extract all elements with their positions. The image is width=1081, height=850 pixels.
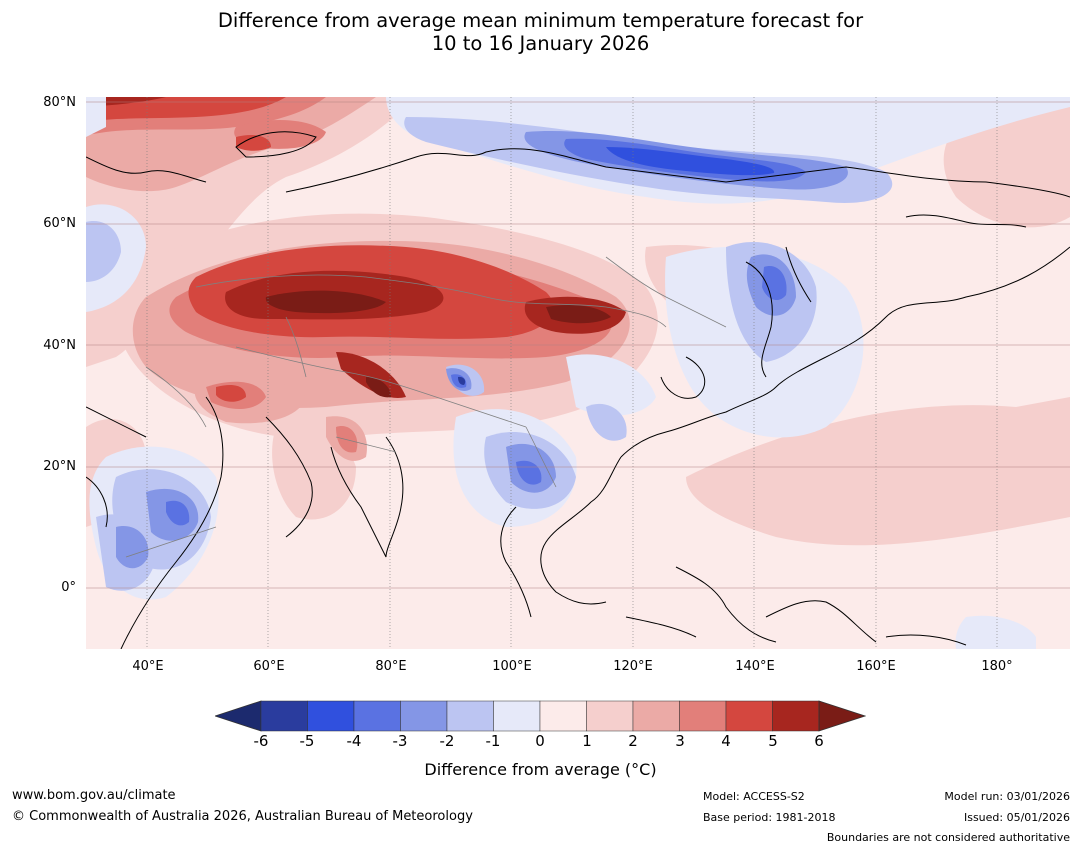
- colorbar-tick-minus2: -2: [439, 732, 455, 750]
- lon-label-160e: 160°E: [856, 659, 896, 674]
- lon-label-140e: 140°E: [735, 659, 775, 674]
- colorbar-extend-high: [818, 700, 866, 732]
- country-borders: [125, 256, 727, 558]
- colorbar-label: Difference from average (°C): [424, 760, 657, 779]
- colorbar-tick-6: 6: [814, 732, 824, 750]
- colorbar-segment: [539, 700, 587, 732]
- colorbar-tick-4: 4: [721, 732, 731, 750]
- colorbar: [215, 700, 866, 732]
- colorbar-tick-minus1: -1: [485, 732, 501, 750]
- map-gridlines: [146, 97, 998, 649]
- colorbar-tick-3: 3: [675, 732, 685, 750]
- colorbar-tick-1: 1: [582, 732, 592, 750]
- colorbar-segment: [679, 700, 727, 732]
- title-line-2: 10 to 16 January 2026: [431, 32, 650, 55]
- boundaries-note: Boundaries are not considered authoritat…: [826, 831, 1070, 844]
- colorbar-segment: [353, 700, 401, 732]
- colorbar-tick-2: 2: [628, 732, 638, 750]
- lon-label-60e: 60°E: [253, 659, 285, 674]
- colorbar-segment: [307, 700, 355, 732]
- colorbar-segment: [446, 700, 494, 732]
- cool-anomaly-fields: [86, 97, 1070, 649]
- lat-label-40n: 40°N: [43, 338, 76, 353]
- website-link[interactable]: www.bom.gov.au/climate: [12, 788, 176, 803]
- map-latitude-lines: [86, 101, 1070, 589]
- colorbar-tick-minus4: -4: [346, 732, 362, 750]
- colorbar-tick-minus6: -6: [253, 732, 269, 750]
- coastlines: [86, 131, 1070, 649]
- lon-label-100e: 100°E: [492, 659, 532, 674]
- colorbar-segment: [493, 700, 541, 732]
- map-svg: [86, 97, 1070, 649]
- colorbar-segment: [260, 700, 308, 732]
- base-period-text: Base period: 1981-2018: [703, 811, 836, 824]
- colorbar-segment: [632, 700, 680, 732]
- lon-label-80e: 80°E: [375, 659, 407, 674]
- title-line-1: Difference from average mean minimum tem…: [217, 9, 864, 32]
- colorbar-tick-minus5: -5: [299, 732, 315, 750]
- lon-label-180: 180°: [981, 659, 1013, 674]
- temperature-anomaly-map: [86, 97, 1070, 649]
- colorbar-tick-5: 5: [768, 732, 778, 750]
- model-run-text: Model run: 03/01/2026: [944, 790, 1070, 803]
- lon-label-120e: 120°E: [613, 659, 653, 674]
- colorbar-segment: [772, 700, 820, 732]
- lat-label-20n: 20°N: [43, 459, 76, 474]
- copyright-text: © Commonwealth of Australia 2026, Austra…: [12, 809, 473, 824]
- lat-label-60n: 60°N: [43, 216, 76, 231]
- chart-title: Difference from average mean minimum tem…: [0, 9, 1081, 55]
- issued-text: Issued: 05/01/2026: [963, 811, 1070, 824]
- colorbar-segment: [586, 700, 634, 732]
- colorbar-tick-0: 0: [535, 732, 545, 750]
- lat-label-80n: 80°N: [43, 95, 76, 110]
- colorbar-tick-labels: -6 -5 -4 -3 -2 -1 0 1 2 3 4 5 6: [0, 732, 1081, 752]
- colorbar-segment: [400, 700, 448, 732]
- model-text: Model: ACCESS-S2: [703, 790, 805, 803]
- colorbar-segment: [725, 700, 773, 732]
- colorbar-extend-low: [215, 700, 262, 732]
- lon-label-40e: 40°E: [132, 659, 164, 674]
- lat-label-0: 0°: [61, 580, 76, 595]
- colorbar-tick-minus3: -3: [392, 732, 408, 750]
